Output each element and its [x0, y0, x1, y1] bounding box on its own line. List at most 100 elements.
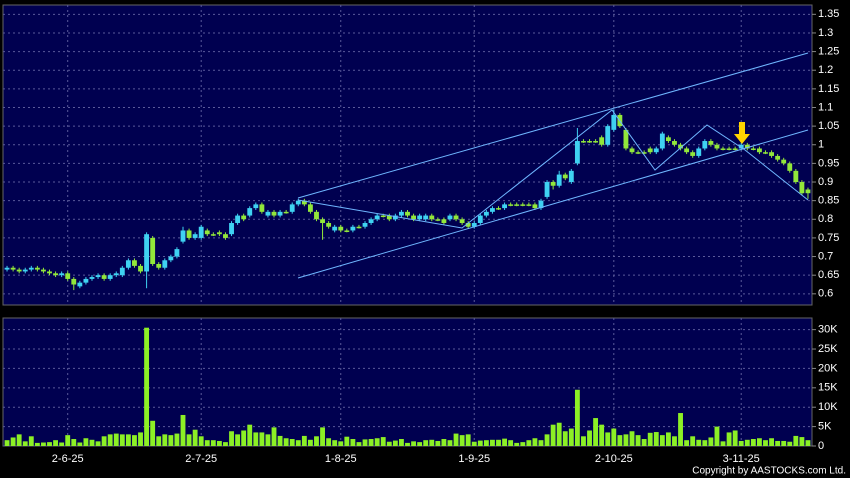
- volume-bar: [465, 434, 471, 446]
- candle-body: [532, 204, 538, 209]
- x-tick-label: 1-9-25: [458, 453, 490, 465]
- volume-bar: [526, 440, 532, 446]
- candle-body: [192, 234, 198, 238]
- volume-bar: [386, 441, 392, 446]
- volume-bar: [641, 439, 647, 446]
- candle-body: [138, 265, 143, 272]
- candle-body: [726, 148, 732, 150]
- candle-body: [89, 277, 95, 279]
- candle-body: [659, 133, 665, 149]
- volume-bar: [113, 433, 119, 446]
- volume-bar: [138, 432, 143, 446]
- volume-bar: [71, 439, 77, 446]
- candle-body: [180, 230, 186, 242]
- candle-body: [550, 182, 556, 186]
- y-tick-label: 1: [818, 139, 824, 151]
- candle-body: [429, 215, 435, 220]
- volume-bar: [10, 437, 16, 446]
- volume-bar: [665, 432, 671, 446]
- y-tick-label: 0.85: [818, 195, 839, 207]
- volume-bar: [653, 432, 659, 446]
- candle-body: [453, 215, 459, 220]
- candle-body: [471, 223, 477, 227]
- candle-body: [399, 211, 404, 216]
- candle-body: [405, 211, 410, 216]
- volume-bar: [216, 440, 222, 446]
- x-tick-label: 3-11-25: [723, 453, 760, 465]
- volume-bar: [429, 439, 435, 446]
- volume-bar: [362, 439, 368, 446]
- volume-bar: [320, 427, 325, 446]
- candle-body: [59, 273, 65, 276]
- candle-body: [16, 269, 22, 272]
- candle-body: [113, 273, 119, 276]
- volume-bar: [574, 389, 580, 446]
- candle-body: [672, 141, 677, 145]
- volume-bar: [368, 439, 374, 446]
- candle-body: [423, 215, 429, 220]
- candle-body: [174, 249, 180, 257]
- candle-body: [496, 208, 501, 210]
- candle-body: [356, 226, 362, 229]
- y-tick-label: 0.9: [818, 176, 833, 188]
- candle-body: [678, 144, 683, 149]
- volume-bar: [156, 436, 162, 446]
- volume-bar: [65, 435, 71, 446]
- volume-bar: [83, 438, 89, 446]
- candle-body: [392, 215, 398, 220]
- candle-body: [119, 267, 125, 276]
- volume-bar: [435, 440, 441, 446]
- volume-bar: [611, 428, 617, 446]
- volume-bar: [22, 441, 28, 446]
- volume-bar: [672, 436, 677, 446]
- volume-bar: [198, 436, 204, 446]
- candle-body: [744, 144, 750, 149]
- volume-bar: [696, 439, 702, 446]
- candle-body: [259, 204, 265, 212]
- volume-bar: [326, 438, 332, 446]
- volume-bar: [605, 432, 611, 446]
- volume-bar: [241, 430, 247, 446]
- volume-bar: [550, 424, 556, 446]
- volume-bar: [756, 438, 762, 446]
- volume-bar: [769, 438, 774, 446]
- x-tick-label: 2-7-25: [185, 453, 217, 465]
- candle-body: [623, 129, 629, 149]
- volume-bar: [490, 439, 495, 446]
- candle-body: [763, 152, 768, 154]
- y-tick-label: 0.6: [818, 288, 833, 300]
- candle-body: [77, 282, 83, 287]
- volume-bar: [223, 442, 228, 446]
- volume-bar: [283, 438, 289, 446]
- candle-body: [314, 211, 319, 220]
- volume-bar: [34, 442, 40, 446]
- volume-bar: [459, 435, 465, 446]
- candle-body: [568, 170, 574, 183]
- candle-body: [210, 234, 216, 236]
- volume-bar: [805, 440, 811, 446]
- candle-body: [720, 148, 726, 150]
- candle-body: [307, 204, 313, 212]
- candle-body: [186, 230, 192, 238]
- volume-bar: [496, 439, 501, 446]
- candle-body: [338, 226, 344, 231]
- volume-bar: [781, 440, 787, 446]
- volume-bar: [720, 441, 726, 446]
- candle-body: [508, 204, 514, 206]
- volume-bar: [235, 434, 241, 446]
- y-tick-label: 1.2: [818, 64, 833, 76]
- volume-bar: [314, 436, 319, 446]
- y-tick-label: 1.05: [818, 120, 839, 132]
- volume-bar: [787, 441, 793, 446]
- volume-bar: [332, 440, 338, 446]
- volume-bar: [192, 429, 198, 446]
- candle-body: [344, 230, 350, 232]
- volume-bar: [41, 442, 46, 446]
- volume-bar: [295, 440, 301, 446]
- volume-bar: [4, 440, 10, 446]
- y-tick-label: 0.7: [818, 250, 833, 262]
- volume-bar: [502, 438, 508, 446]
- volume-bar: [411, 441, 416, 446]
- candle-body: [386, 215, 392, 220]
- volume-bar: [441, 439, 447, 446]
